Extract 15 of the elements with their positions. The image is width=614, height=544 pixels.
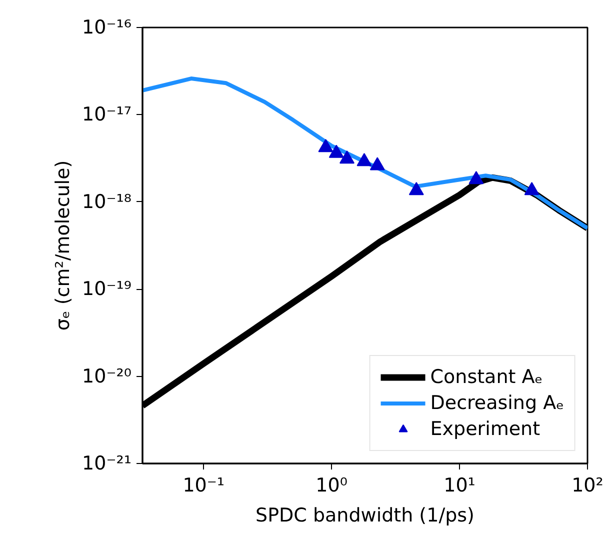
x-tick-label: 10¹ [444,474,476,496]
legend-label: Constant Aₑ [430,366,543,388]
y-tick-label: 10⁻²⁰ [82,365,132,388]
y-tick-label: 10⁻¹⁸ [82,190,132,213]
legend-label: Experiment [430,418,540,440]
y-tick-label: 10⁻²¹ [82,452,132,474]
y-tick-label: 10⁻¹⁹ [82,278,132,300]
x-tick-label: 10⁰ [316,474,348,496]
y-tick-label: 10⁻¹⁶ [82,16,132,38]
legend-label: Decreasing Aₑ [430,392,564,414]
y-tick-label: 10⁻¹⁷ [82,104,132,126]
x-axis-title: SPDC bandwidth (1/ps) [256,504,474,526]
x-tick-label: 10² [572,474,604,496]
y-axis-title: σₑ (cm²/molecule) [52,160,74,331]
x-tick-label: 10⁻¹ [182,474,225,496]
